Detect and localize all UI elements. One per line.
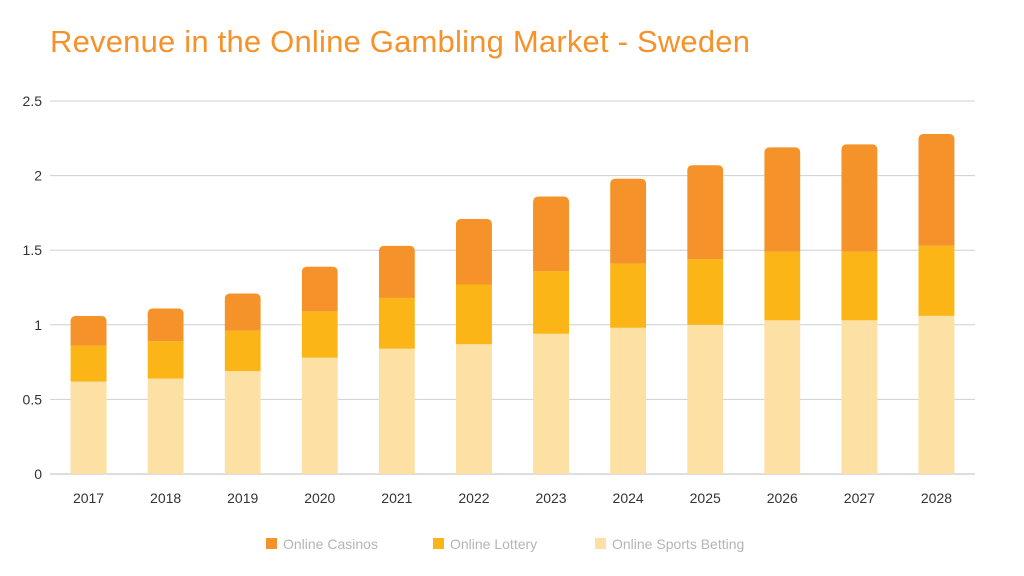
bar-segment-online-lottery-2026 xyxy=(764,251,801,321)
x-tick-label: 2022 xyxy=(458,490,489,506)
bar-stack-2028 xyxy=(918,133,955,474)
legend-label: Online Sports Betting xyxy=(612,536,744,552)
x-tick-label: 2017 xyxy=(73,490,104,506)
y-tick-label: 1 xyxy=(34,317,42,333)
bar-segment-online-casinos-2019 xyxy=(224,293,261,331)
x-tick-label: 2028 xyxy=(921,490,952,506)
grid-lines xyxy=(50,100,975,475)
y-tick-label: 2.5 xyxy=(23,93,43,109)
bar-stack-2019 xyxy=(224,293,261,474)
legend-label: Online Casinos xyxy=(283,536,378,552)
bar-segment-online-lottery-2024 xyxy=(610,263,647,328)
bar-segment-online-lottery-2025 xyxy=(687,259,724,325)
bar-segment-online-sports-betting-2018 xyxy=(147,378,184,474)
x-tick-label: 2024 xyxy=(613,490,644,506)
bar-segment-online-casinos-2025 xyxy=(687,165,724,260)
bar-stack-2023 xyxy=(533,196,570,474)
bar-segment-online-casinos-2027 xyxy=(841,144,878,252)
bar-segment-online-sports-betting-2021 xyxy=(378,348,415,474)
bar-stack-2025 xyxy=(687,165,724,474)
bar-segment-online-sports-betting-2026 xyxy=(764,320,801,474)
legend-swatch xyxy=(433,538,444,549)
x-tick-label: 2027 xyxy=(844,490,875,506)
bar-segment-online-sports-betting-2022 xyxy=(455,344,492,474)
bar-segment-online-casinos-2018 xyxy=(147,308,184,342)
chart-title: Revenue in the Online Gambling Market - … xyxy=(50,24,751,59)
bar-stack-2021 xyxy=(378,245,415,474)
bar-segment-online-lottery-2022 xyxy=(455,284,492,345)
bar-stack-2018 xyxy=(147,308,184,474)
x-axis-ticks: 2017 2018 2019 2020 2021 2022 2023 2024 2025 2026… xyxy=(73,490,952,506)
y-axis-ticks: 0 0.5 1 1.5 2 2.5 xyxy=(23,93,43,482)
bar-segment-online-casinos-2022 xyxy=(455,218,492,285)
x-tick-label: 2020 xyxy=(304,490,335,506)
x-tick-label: 2023 xyxy=(535,490,566,506)
x-tick-label: 2025 xyxy=(690,490,721,506)
legend: Online Casinos Online Lottery Online Sport… xyxy=(266,536,744,552)
y-tick-label: 0.5 xyxy=(23,391,43,407)
bar-segment-online-casinos-2028 xyxy=(918,133,955,246)
bar-segment-online-lottery-2021 xyxy=(378,297,415,349)
bar-segment-online-casinos-2017 xyxy=(70,315,107,346)
bar-segment-online-sports-betting-2019 xyxy=(224,371,261,474)
bar-segment-online-casinos-2024 xyxy=(610,178,647,264)
bar-stack-2027 xyxy=(841,144,878,474)
bar-segment-online-sports-betting-2025 xyxy=(687,324,724,474)
x-tick-label: 2026 xyxy=(767,490,798,506)
bar-segment-online-casinos-2020 xyxy=(301,266,338,312)
legend-swatch xyxy=(595,538,606,549)
bar-segment-online-casinos-2026 xyxy=(764,147,801,252)
bar-segment-online-sports-betting-2024 xyxy=(610,327,647,474)
bar-stack-2020 xyxy=(301,266,338,474)
bars xyxy=(70,133,955,474)
bar-stack-2017 xyxy=(70,315,107,474)
bar-stack-2022 xyxy=(455,218,492,474)
bar-segment-online-lottery-2018 xyxy=(147,341,184,379)
x-tick-label: 2019 xyxy=(227,490,258,506)
y-tick-label: 0 xyxy=(34,466,42,482)
bar-segment-online-casinos-2023 xyxy=(533,196,570,272)
y-tick-label: 1.5 xyxy=(23,242,43,258)
x-tick-label: 2018 xyxy=(150,490,181,506)
bar-segment-online-sports-betting-2017 xyxy=(70,381,107,474)
x-tick-label: 2021 xyxy=(381,490,412,506)
y-tick-label: 2 xyxy=(34,168,42,184)
bar-segment-online-lottery-2023 xyxy=(533,271,570,334)
bar-segment-online-lottery-2027 xyxy=(841,251,878,321)
bar-segment-online-lottery-2019 xyxy=(224,330,261,372)
bar-segment-online-casinos-2021 xyxy=(378,245,415,298)
bar-segment-online-sports-betting-2020 xyxy=(301,357,338,474)
bar-segment-online-sports-betting-2028 xyxy=(918,315,955,474)
bar-segment-online-sports-betting-2027 xyxy=(841,320,878,474)
legend-swatch xyxy=(266,538,277,549)
bar-stack-2024 xyxy=(610,178,647,474)
legend-label: Online Lottery xyxy=(450,536,537,552)
bar-segment-online-lottery-2028 xyxy=(918,245,955,316)
bar-segment-online-lottery-2017 xyxy=(70,345,107,382)
bar-stack-2026 xyxy=(764,147,801,474)
bar-segment-online-lottery-2020 xyxy=(301,311,338,358)
bar-segment-online-sports-betting-2023 xyxy=(533,333,570,474)
